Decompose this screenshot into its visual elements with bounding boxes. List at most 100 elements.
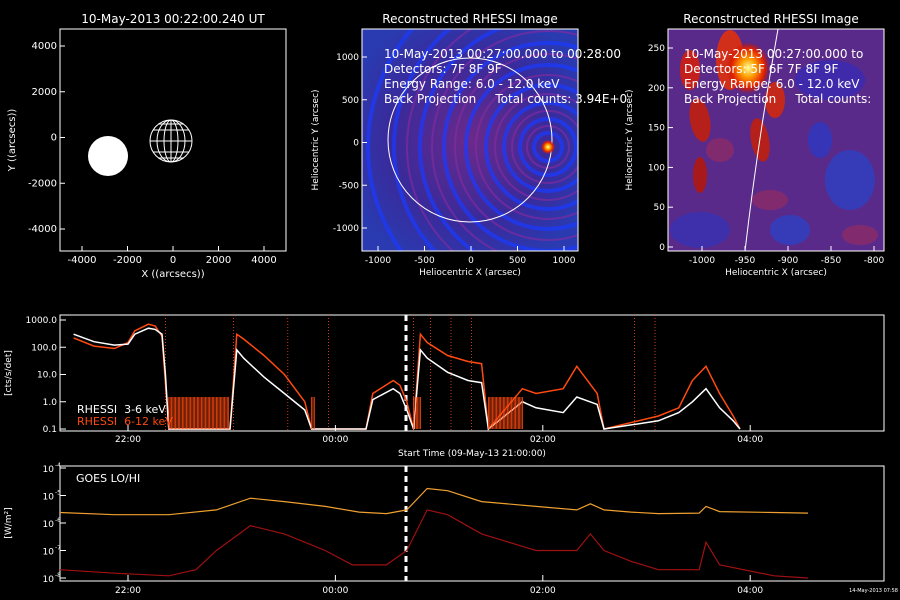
rhessi-full-title: Reconstructed RHESSI Image [382,12,557,26]
locator-disk-white [88,136,128,176]
y-tick-label: 500 [342,96,359,106]
lightcurve-line-3-6kev [73,327,741,431]
x-tick-label: 02:00 [530,586,556,596]
y-tick-label: 10 [43,548,55,558]
rhessi-full-xlabel: Heliocentric X (arcsec) [419,268,521,278]
lightcurve-y-ticks: 1000.0 100.0 10.0 1.0 0.1 [26,316,66,435]
lightcurve-panel: 1000.0 100.0 10.0 1.0 0.1 22:00 00:00 02:00 04:… [4,314,885,459]
locator-x-ticks: -4000 -2000 0 2000 4000 [67,246,277,266]
locator-y-ticks: 4000 2000 0 -2000 -4000 [28,41,65,235]
x-tick-label: 1000 [553,256,576,266]
x-tick-label: -800 [864,256,885,266]
y-tick-label: 10.0 [37,371,57,381]
rhessi-zoom-limb [744,29,779,251]
x-tick-label: -950 [735,256,756,266]
rhessi-zoom-panel: Reconstructed RHESSI Image [625,12,885,278]
x-tick-label: 04:00 [737,435,763,445]
goes-series [59,487,809,579]
rhessi-full-annot-energy: Energy Range: 6.0 - 12.0 keV [384,77,560,91]
x-tick-label: -2000 [113,255,142,266]
locator-xlabel: X ((arcsecs)) [141,269,204,280]
y-tick-exponent: -6 [55,517,61,524]
goes-line-lo [59,487,809,516]
rhessi-full-frame [361,28,579,252]
y-tick-label: 50 [654,203,666,213]
lightcurve-legend-low: RHESSI 3-6 keV [77,403,166,416]
y-tick-exponent: -7 [55,545,61,552]
y-tick-label: 250 [648,44,665,54]
rhessi-full-annot-method: Back Projection Total counts: 3.94E+0 [384,92,627,106]
locator-grid-globe-icon [149,119,193,163]
x-tick-label: 0 [170,255,176,266]
goes-y-ticks: 10-410-510-610-710-8 [43,462,66,585]
y-tick-label: 100 [648,163,665,173]
y-tick-label: 0 [51,133,57,144]
rhessi-zoom-annot-method: Back Projection Total counts: [684,92,871,106]
y-tick-label: -500 [339,181,360,191]
goes-ylabel: [W/m²] [4,507,14,538]
y-tick-label: 1000 [336,53,359,63]
y-tick-label: -2000 [28,178,57,189]
y-tick-label: 1.0 [43,398,58,408]
x-tick-label: 00:00 [322,435,348,445]
rhessi-zoom-annot-time: 10-May-2013 00:27:00.000 to [684,47,863,61]
x-tick-label: 22:00 [115,435,141,445]
lightcurve-x-ticks: 22:00 00:00 02:00 04:00 [115,425,763,445]
y-tick-label: 10 [43,465,55,475]
lightcurve-legend-high: RHESSI 6-12 keV [77,415,173,428]
y-tick-label: 4000 [32,41,57,52]
lightcurve-line-6-12kev [73,323,741,431]
x-tick-label: -1000 [365,256,391,266]
x-tick-label: 500 [509,256,526,266]
rhessi-full-image [362,29,578,251]
lightcurve-series [73,323,741,431]
x-tick-label: 22:00 [115,586,141,596]
rhessi-full-x-ticks: -1000 -500 0 500 1000 [365,246,576,266]
rhessi-zoom-image [668,29,884,251]
x-tick-label: -900 [778,256,799,266]
goes-frame [59,465,885,582]
y-tick-exponent: -8 [55,572,61,579]
x-tick-label: 2000 [206,255,231,266]
rhessi-zoom-annotation: 10-May-2013 00:27:00.000 to Detectors: 5… [684,47,871,106]
y-tick-label: 1000.0 [26,316,58,326]
y-tick-label: 0.1 [43,425,57,435]
y-tick-label: 100.0 [31,343,57,353]
locator-frame [59,28,287,252]
locator-panel: 10-May-2013 00:22:00.240 UT -4000 -2000 0 2… [7,12,287,280]
rhessi-full-annotation: 10-May-2013 00:27:00.000 to 00:28:00 Det… [384,47,627,106]
y-tick-label: 10 [43,520,55,530]
y-tick-exponent: -4 [55,462,61,469]
x-tick-label: -500 [414,256,435,266]
y-tick-label: 2000 [32,87,57,98]
x-tick-label: 0 [468,256,474,266]
rhessi-full-annot-time: 10-May-2013 00:27:00.000 to 00:28:00 [384,47,621,61]
rhessi-full-source [541,140,555,154]
rhessi-full-panel: Reconstructed RHESSI Image [311,12,627,278]
x-tick-label: -1000 [689,256,715,266]
y-tick-exponent: -5 [55,490,61,497]
rhessi-zoom-title: Reconstructed RHESSI Image [683,12,858,26]
rhessi-zoom-annot-energy: Energy Range: 6.0 - 12.0 keV [684,77,860,91]
y-tick-label: 200 [648,84,665,94]
rhessi-full-y-ticks: 1000 500 0 -500 -1000 [333,53,367,234]
x-tick-label: 04:00 [737,586,763,596]
locator-ylabel: Y ((arcsecs)) [7,109,18,173]
rhessi-full-limb [387,57,553,223]
goes-timestamp: 14-May-2013 07:58 [849,588,898,594]
y-tick-label: 10 [43,575,55,585]
rhessi-zoom-ylabel: Heliocentric Y (arcsec) [625,89,635,190]
rhessi-zoom-frame [667,28,885,252]
lightcurve-ylabel: [cts/s/det] [4,350,14,396]
rhessi-zoom-y-ticks: 250 200 150 100 50 0 [648,44,673,253]
rhessi-zoom-annot-detectors: Detectors: 5F 6F 7F 8F 9F [684,62,838,76]
lightcurve-xlabel: Start Time (09-May-13 21:00:00) [398,449,546,459]
goes-legend: GOES LO/HI [76,472,140,485]
y-tick-label: 10 [43,493,55,503]
goes-line-hi [59,509,809,579]
goes-x-ticks: 22:00 00:00 02:00 04:00 [115,575,763,596]
y-tick-label: 0 [659,243,665,253]
rhessi-full-ylabel: Heliocentric Y (arcsec) [311,89,321,190]
y-tick-label: 0 [353,139,359,149]
